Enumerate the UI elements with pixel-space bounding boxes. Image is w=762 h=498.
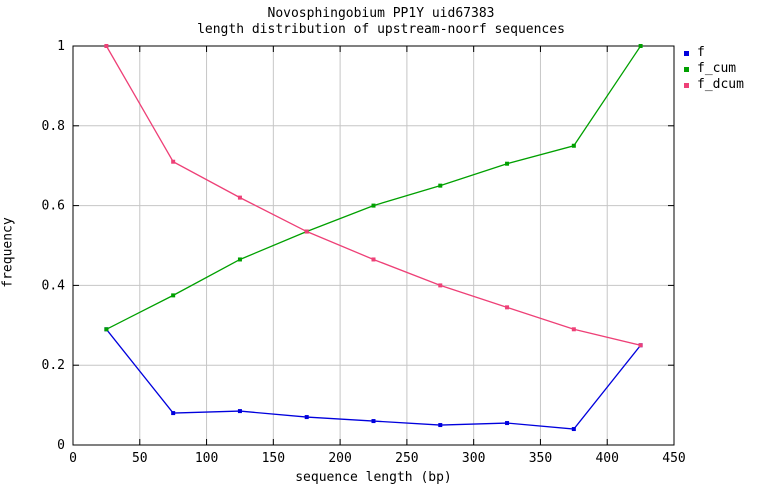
legend-label: f_dcum <box>697 77 744 92</box>
x-tick-label: 0 <box>69 451 77 466</box>
chart-subtitle: length distribution of upstream-noorf se… <box>197 22 565 37</box>
data-point-f_cum <box>171 293 176 298</box>
data-point-f_dcum <box>438 283 443 288</box>
y-tick-label: 1 <box>57 39 65 54</box>
y-tick-label: 0.6 <box>42 199 65 214</box>
data-point-f_cum <box>237 257 242 262</box>
data-point-f_dcum <box>638 343 643 348</box>
data-point-f_dcum <box>304 229 309 234</box>
data-point-f_cum <box>104 327 109 332</box>
data-point-f <box>371 419 376 424</box>
x-tick-label: 200 <box>328 451 351 466</box>
x-tick-label: 350 <box>529 451 552 466</box>
legend-item-f_dcum: f_dcum <box>684 77 744 93</box>
x-tick-label: 400 <box>595 451 618 466</box>
data-point-f_dcum <box>505 305 510 310</box>
series-line-f_dcum <box>105 45 641 346</box>
y-tick-label: 0 <box>57 438 65 453</box>
legend-label: f <box>697 45 705 60</box>
y-tick-label: 0.8 <box>42 119 65 134</box>
chart-title: Novosphingobium PP1Y uid67383 <box>267 6 495 21</box>
x-tick-label: 450 <box>662 451 685 466</box>
data-point-f_cum <box>438 183 443 188</box>
data-point-f_dcum <box>237 195 242 200</box>
data-point-f <box>304 415 309 420</box>
x-axis-label: sequence length (bp) <box>295 470 452 485</box>
x-tick-label: 300 <box>462 451 485 466</box>
data-point-f_dcum <box>104 44 109 48</box>
data-point-f <box>571 427 576 432</box>
y-tick-label: 0.4 <box>42 278 66 293</box>
y-axis-label: frequency <box>0 217 16 288</box>
data-point-f_cum <box>505 161 510 166</box>
data-point-f_cum <box>571 143 576 148</box>
data-point-f <box>171 411 176 416</box>
legend-marker-icon <box>684 66 689 72</box>
legend-item-f: f <box>684 45 744 61</box>
data-point-f_cum <box>638 44 643 48</box>
data-point-f_dcum <box>371 257 376 262</box>
data-point-f_dcum <box>571 327 576 332</box>
x-tick-label: 100 <box>195 451 218 466</box>
y-tick-label: 0.2 <box>42 358 65 373</box>
data-point-f_dcum <box>171 159 176 164</box>
x-tick-label: 150 <box>262 451 285 466</box>
data-point-f_cum <box>371 203 376 208</box>
legend-marker-icon <box>684 82 689 88</box>
legend-label: f_cum <box>697 61 737 76</box>
legend: f f_cum f_dcum <box>684 45 744 93</box>
series-line-f <box>105 328 642 430</box>
x-tick-label: 50 <box>132 451 148 466</box>
legend-marker-icon <box>684 50 689 56</box>
legend-item-f_cum: f_cum <box>684 61 744 77</box>
data-point-f <box>237 409 242 414</box>
plot-frame <box>72 45 675 446</box>
data-point-f <box>505 421 510 426</box>
x-tick-label: 250 <box>395 451 418 466</box>
series-line-f_cum <box>106 45 642 330</box>
data-point-f <box>438 423 443 428</box>
